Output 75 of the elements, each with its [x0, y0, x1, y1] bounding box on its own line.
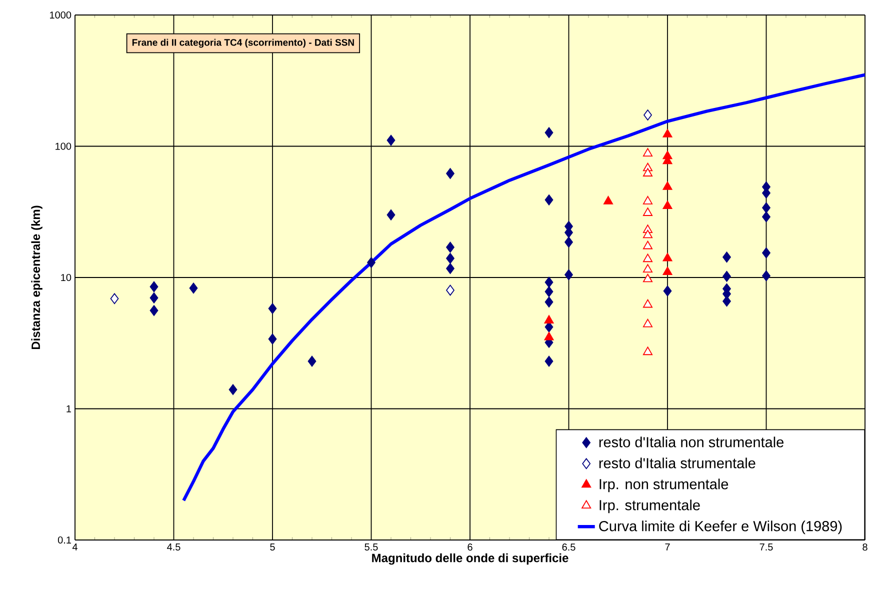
point: [644, 110, 652, 120]
point: [544, 296, 554, 308]
x-tick-label: 4: [72, 544, 78, 550]
point: [642, 230, 653, 238]
point: [308, 356, 316, 367]
point: [228, 384, 238, 396]
point: [663, 286, 672, 296]
point: [564, 236, 573, 248]
point: [662, 181, 672, 190]
x-axis-title: Magnitudo delle onde di superficie: [372, 553, 568, 565]
point: [150, 292, 158, 304]
legend-label: Irp. non strumentale: [600, 478, 728, 492]
x-tick-label: 7: [665, 544, 670, 550]
point: [544, 315, 554, 324]
point: [662, 129, 672, 138]
y-tick-label: 1: [66, 405, 71, 412]
point: [367, 257, 376, 268]
y-axis-title: Distanza epicentrale (km): [31, 206, 42, 350]
point: [642, 254, 653, 262]
point: [722, 252, 731, 263]
x-tick-label: 6: [468, 544, 472, 551]
x-tick-label: 4.5: [167, 544, 180, 550]
x-tick-label: 7.5: [760, 544, 773, 550]
point: [446, 284, 454, 296]
x-tick-label: 5: [270, 544, 275, 550]
point: [722, 270, 731, 282]
point: [642, 299, 653, 308]
point: [642, 346, 653, 356]
point: [544, 286, 554, 298]
legend-label: Curva limite di Keefer e Wilson (1989): [599, 520, 842, 534]
point: [642, 196, 653, 204]
point: [544, 276, 554, 288]
legend-label: Irp. strumentale: [600, 500, 700, 514]
point: [446, 263, 454, 274]
point: [642, 240, 653, 250]
point: [150, 305, 158, 316]
point: [544, 332, 554, 340]
point: [603, 196, 614, 204]
point: [662, 200, 672, 210]
point: [544, 127, 554, 138]
point: [386, 209, 396, 220]
point: [642, 168, 653, 176]
point: [642, 264, 653, 272]
point: [662, 252, 672, 262]
point: [268, 303, 277, 314]
point: [762, 202, 770, 214]
y-tick-label: 1000: [50, 11, 72, 19]
point: [386, 134, 396, 146]
point: [110, 293, 119, 304]
point: [446, 252, 454, 264]
x-tick-label: 5.5: [364, 544, 378, 550]
point: [642, 274, 653, 282]
point: [564, 269, 573, 280]
x-tick-label: 6.5: [562, 544, 576, 551]
point: [642, 148, 653, 156]
legend-label: resto d'Italia non strumentale: [599, 436, 784, 448]
x-tick-label: 8: [862, 544, 868, 551]
point: [762, 270, 770, 282]
point: [189, 282, 198, 294]
text: Frane di II categoria TC4 (scorrimento) - Dati SSN: [132, 38, 354, 48]
point: [642, 318, 653, 328]
y-tick-label: 10: [61, 274, 72, 282]
point: [544, 194, 554, 206]
point: [662, 266, 672, 276]
point: [762, 211, 770, 222]
y-tick-label: 0.1: [58, 536, 71, 544]
point: [762, 247, 770, 258]
legend-label: resto d'Italia strumentale: [599, 458, 756, 468]
point: [544, 356, 554, 367]
point: [642, 208, 653, 216]
point: [446, 168, 454, 179]
y-tick-label: 100: [56, 142, 72, 150]
point: [446, 242, 454, 253]
point: [150, 281, 158, 292]
point: [268, 334, 277, 344]
